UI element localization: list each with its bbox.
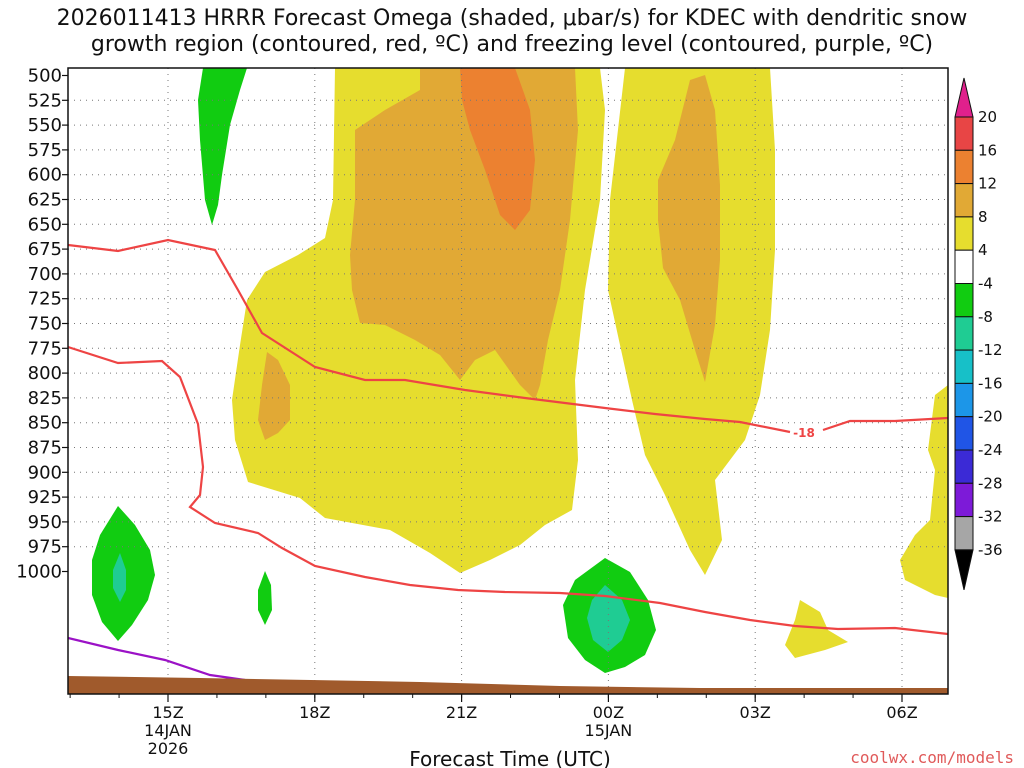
y-tick-label: 875 [28,438,62,459]
colorbar-box [954,449,974,484]
colorbar-label: 8 [978,208,988,226]
contours: -18 [68,238,948,682]
y-tick-label: 850 [28,413,62,434]
colorbar-box [954,216,974,251]
y-tick-label: 800 [28,363,62,384]
colorbar-box [954,249,974,284]
dgz-contour-upper [68,238,791,434]
y-axis: 500 525 550 575 600 625 650 675 700 725 750 775 800 8… [16,66,68,583]
chart-title-line1: 2026011413 HRRR Forecast Omega (shaded, … [56,6,968,31]
x-tick-label: 18Z [299,703,330,722]
omega-shading [92,68,948,673]
omega-fill-green-small [258,571,272,625]
y-tick-label: 950 [28,512,62,533]
colorbar-label: -20 [978,408,1003,426]
contour-label-dgz: -18 [793,426,815,440]
colorbar-label: -36 [978,541,1003,559]
x-tick-label: 15Z [152,703,183,722]
colorbar: 20 16 12 8 4 -4 -8 -12 -16 -20 -24 -28 -32 -36 [954,77,1003,591]
colorbar-box [954,516,974,551]
colorbar-box [954,482,974,518]
colorbar-label: -12 [978,341,1003,359]
y-tick-label: 700 [28,264,62,285]
omega-fill-yellow-farright [900,385,948,598]
x-tick-date: 15JAN [585,721,633,740]
y-tick-label: 1000 [16,562,62,583]
colorbar-box [954,283,974,318]
colorbar-label: -16 [978,374,1003,392]
y-tick-label: 825 [28,388,62,409]
colorbar-box [954,416,974,451]
colorbar-label: 16 [978,141,997,159]
colorbar-label: 12 [978,175,997,193]
colorbar-label: -4 [978,275,993,293]
colorbar-label: -32 [978,508,1003,526]
y-tick-label: 600 [28,165,62,186]
y-tick-label: 625 [28,190,62,211]
dgz-contour-upper-cont [822,416,948,432]
dgz-contour-lower [68,345,948,636]
colorbar-box [954,183,974,218]
colorbar-label: 20 [978,108,997,126]
y-tick-label: 775 [28,338,62,359]
colorbar-box [954,349,974,384]
y-tick-label: 900 [28,462,62,483]
omega-fill-yellow-small [785,600,848,658]
plot-frame [67,67,949,695]
y-tick-label: 525 [28,90,62,111]
colorbar-bottom-arrow [954,549,974,591]
x-tick-label: 03Z [740,703,771,722]
y-tick-label: 975 [28,537,62,558]
chart-title-line2: growth region (contoured, red, ºC) and f… [90,32,934,57]
y-tick-label: 750 [28,314,62,335]
freezing-level-contour [68,636,246,682]
x-tick-label: 21Z [446,703,477,722]
y-tick-label: 650 [28,214,62,235]
colorbar-box [954,382,974,418]
omega-fill-orange-small [258,352,290,440]
colorbar-label: -24 [978,441,1003,459]
colorbar-label: 4 [978,241,988,259]
y-tick-label: 575 [28,140,62,161]
colorbar-label: -28 [978,474,1003,492]
y-tick-label: 500 [28,66,62,87]
y-tick-label: 550 [28,115,62,136]
omega-fill-teal-center [587,585,630,652]
y-tick-label: 925 [28,487,62,508]
colorbar-box [954,149,974,185]
colorbar-box [954,116,974,151]
omega-fill-orange-right [658,75,720,382]
grid-lines [68,68,948,694]
omega-fill-teal-left [113,553,126,602]
x-tick-label: 06Z [886,703,917,722]
x-tick-label: 00Z [593,703,624,722]
x-tick-date: 14JAN [144,721,192,740]
x-tick-year: 2026 [148,739,189,758]
y-tick-label: 675 [28,239,62,260]
terrain-fill [68,676,948,694]
colorbar-top-arrow [954,77,974,118]
colorbar-label: -8 [978,308,993,326]
omega-fill-green-upper [198,68,247,225]
y-tick-label: 725 [28,289,62,310]
omega-fill-darkorange [460,68,535,230]
x-axis-title: Forecast Time (UTC) [409,747,611,768]
credit-text: coolwx.com/models [850,748,1014,767]
colorbar-box [954,316,974,351]
